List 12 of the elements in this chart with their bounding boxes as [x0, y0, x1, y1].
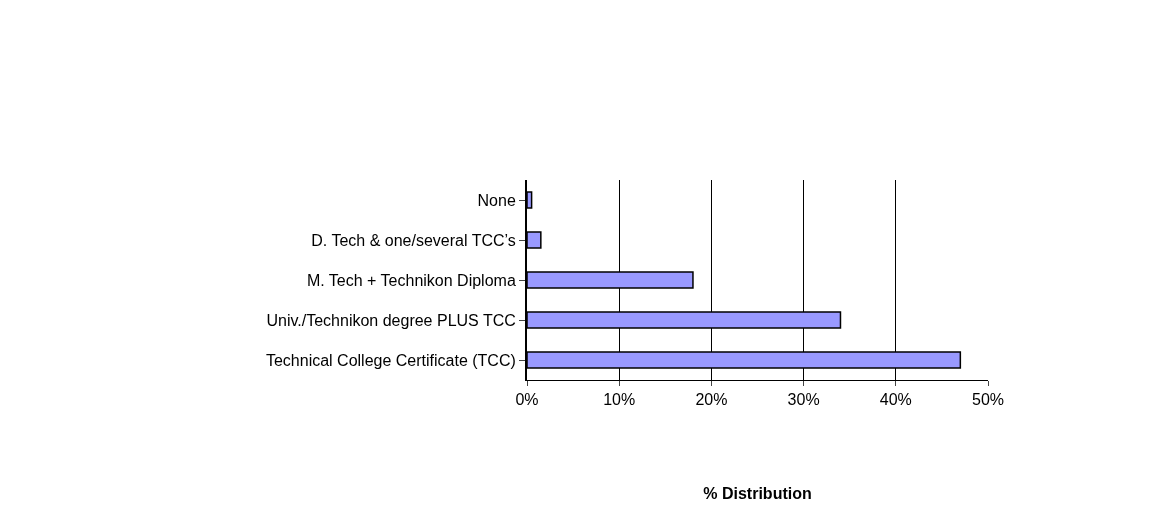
x-axis-title: % Distribution — [703, 484, 812, 502]
y-tick-label: D. Tech & one/several TCC’s — [311, 231, 516, 249]
y-tick-label: M. Tech + Technikon Diploma — [306, 271, 516, 289]
x-tick-label: 30% — [787, 391, 820, 409]
x-tick-label: 20% — [695, 391, 728, 409]
x-tick-label: 10% — [603, 391, 636, 409]
y-tick-label: None — [477, 191, 516, 209]
x-tick-label: 40% — [879, 391, 912, 409]
y-tick-label: Technical College Certificate (TCC) — [265, 351, 516, 369]
y-tick-label: Univ./Technikon degree PLUS TCC — [266, 311, 516, 329]
x-tick-label: 50% — [971, 391, 1005, 409]
x-tick-label: 0% — [515, 391, 539, 409]
